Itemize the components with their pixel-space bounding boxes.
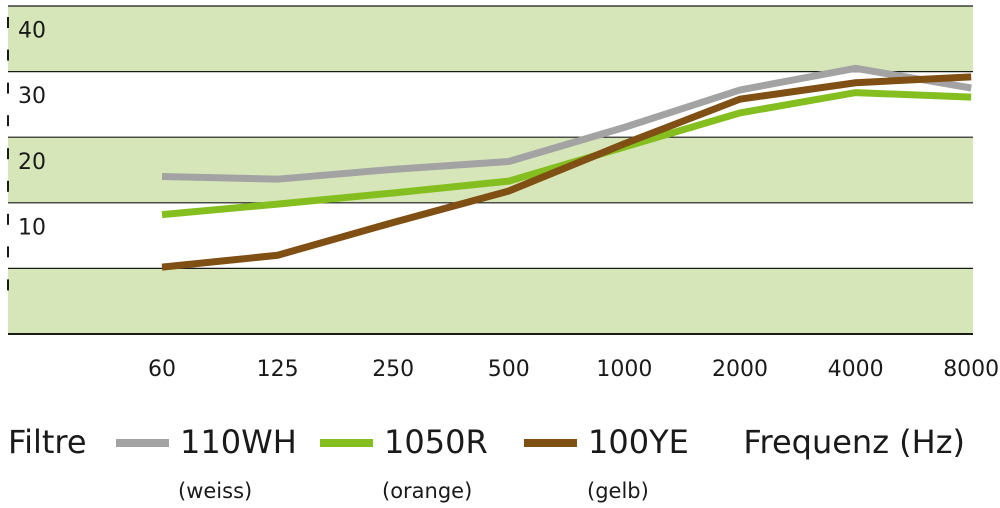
y-axis: 1020304050 bbox=[7, 17, 46, 291]
legend-sublabel: (weiss) bbox=[178, 479, 252, 503]
series-line-110wh bbox=[161, 64, 972, 183]
x-axis: 60 125 250 500 1000 2000 4000 8000 bbox=[148, 357, 999, 382]
y-tick-label: 30 bbox=[18, 84, 46, 109]
y-tick-label: 40 bbox=[18, 19, 46, 44]
x-tick-label: 500 bbox=[488, 357, 530, 382]
legend-label: 1050R bbox=[384, 423, 488, 461]
x-tick-label: 4000 bbox=[828, 357, 884, 382]
x-axis-label: Frequenz (Hz) bbox=[743, 423, 965, 461]
legend-label: 110WH bbox=[180, 423, 297, 461]
x-tick-label: 1000 bbox=[596, 357, 652, 382]
x-tick-label: 60 bbox=[148, 357, 176, 382]
legend-title: Filtre bbox=[8, 423, 87, 461]
legend-sublabel: (gelb) bbox=[587, 479, 649, 503]
plot-band bbox=[8, 6, 973, 72]
legend-label: 100YE bbox=[588, 423, 689, 461]
plot-band bbox=[8, 137, 973, 203]
series-lines bbox=[161, 64, 972, 271]
plot-band bbox=[8, 268, 973, 334]
y-tick-label: 20 bbox=[18, 150, 46, 175]
x-tick-label: 2000 bbox=[712, 357, 768, 382]
plot-bands bbox=[8, 6, 973, 334]
series-line-100ye bbox=[161, 73, 972, 271]
legend-sublabel: (orange) bbox=[382, 479, 472, 503]
x-tick-label: 8000 bbox=[943, 357, 999, 382]
x-tick-label: 250 bbox=[372, 357, 414, 382]
y-tick-label: 10 bbox=[18, 215, 46, 240]
x-tick-label: 125 bbox=[257, 357, 299, 382]
legend: Filtre 110WH (weiss) 1050R (orange) 100YE (ge… bbox=[8, 423, 689, 503]
